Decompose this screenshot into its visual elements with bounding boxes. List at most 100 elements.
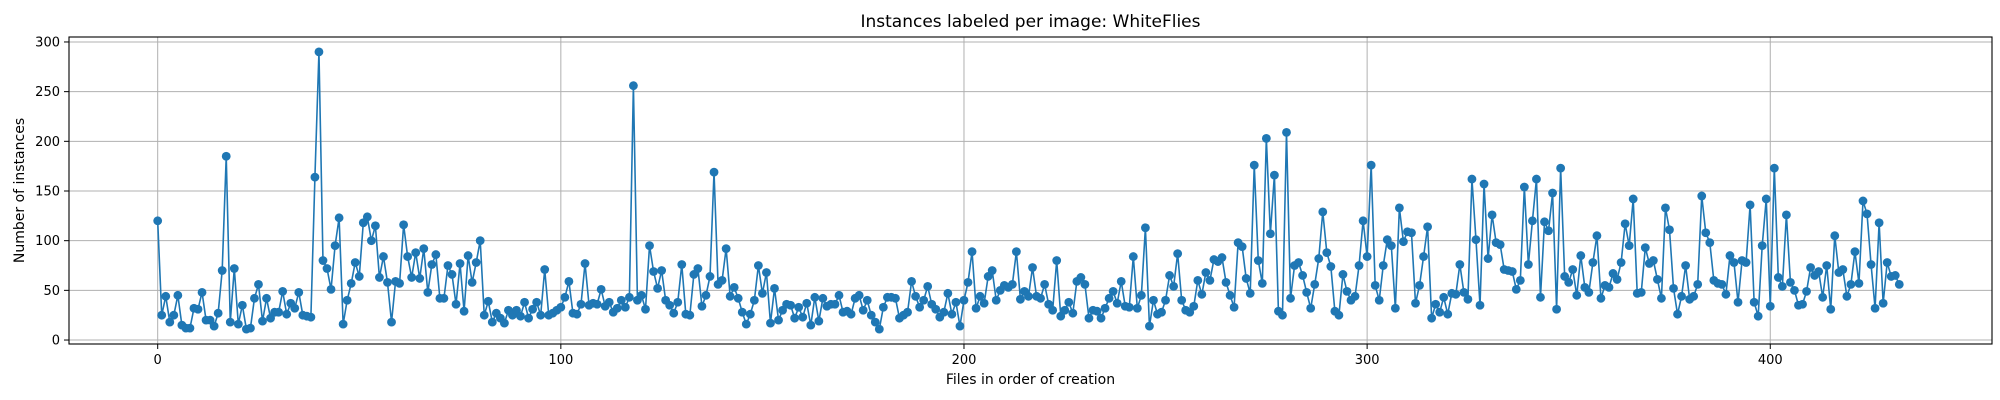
data-point <box>1701 228 1711 238</box>
data-point <box>1822 261 1832 270</box>
data-point <box>1830 231 1840 241</box>
y-tick-label: 100 <box>35 234 60 249</box>
data-point <box>1237 242 1247 252</box>
data-point <box>282 309 292 319</box>
data-point <box>1306 303 1316 313</box>
data-point <box>971 303 981 313</box>
data-point <box>991 295 1001 305</box>
data-point <box>911 291 920 301</box>
data-point <box>749 295 759 305</box>
data-point <box>1689 291 1699 301</box>
data-point <box>1096 313 1106 323</box>
data-point <box>1205 276 1215 285</box>
data-point <box>665 300 675 310</box>
data-point <box>246 323 255 333</box>
data-point <box>1439 292 1449 302</box>
data-point <box>346 278 356 288</box>
data-point <box>1374 295 1384 305</box>
data-point <box>1390 303 1400 313</box>
data-point <box>762 268 771 277</box>
data-point <box>576 299 586 309</box>
x-ticks: 0 100 200 300 400 <box>154 344 1783 368</box>
data-point <box>1040 279 1050 289</box>
data-point <box>737 307 747 317</box>
data-point <box>637 290 646 300</box>
data-point <box>1225 290 1235 300</box>
data-point <box>213 308 223 318</box>
data-point <box>967 247 977 256</box>
data-point <box>483 296 493 306</box>
data-point <box>318 256 328 265</box>
data-point <box>955 321 965 331</box>
data-point <box>1842 291 1852 301</box>
y-tick-label: 0 <box>52 334 60 349</box>
data-point <box>1157 307 1166 317</box>
x-tick-label: 100 <box>548 353 573 368</box>
data-point <box>645 241 654 251</box>
data-point <box>1471 235 1481 245</box>
data-point <box>1100 303 1110 313</box>
data-point <box>770 283 779 293</box>
data-point <box>798 312 808 322</box>
data-point <box>1241 274 1251 283</box>
data-point <box>1568 265 1578 274</box>
data-point <box>1253 256 1263 265</box>
data-point <box>1116 277 1126 286</box>
data-point <box>274 307 284 317</box>
data-point <box>560 292 570 302</box>
data-point <box>1745 200 1755 210</box>
data-point <box>342 295 352 305</box>
data-point <box>447 270 457 279</box>
data-point <box>1483 254 1493 263</box>
data-point <box>322 264 332 273</box>
data-point <box>407 273 417 282</box>
data-point <box>1451 289 1461 299</box>
data-point <box>846 309 856 319</box>
data-point <box>1165 271 1174 280</box>
data-point <box>1145 321 1154 331</box>
data-point <box>649 267 658 276</box>
data-point <box>1278 310 1287 320</box>
data-point <box>1011 247 1021 256</box>
data-point <box>1431 299 1441 309</box>
data-point <box>1733 297 1743 307</box>
data-point <box>1060 305 1070 315</box>
data-point <box>616 295 626 305</box>
x-tick-label: 0 <box>154 353 162 368</box>
data-point <box>919 295 929 305</box>
data-point <box>1572 290 1582 300</box>
data-point <box>540 265 550 274</box>
data-point <box>411 248 421 257</box>
data-point <box>1407 228 1416 238</box>
data-point <box>1068 308 1078 318</box>
data-point <box>250 293 259 303</box>
data-point <box>1858 196 1868 206</box>
data-point <box>1620 219 1630 229</box>
data-point <box>705 272 715 281</box>
data-point <box>310 172 320 182</box>
data-point <box>556 302 566 312</box>
data-point <box>314 47 324 57</box>
data-point <box>1544 226 1553 236</box>
data-point <box>415 274 425 283</box>
data-point <box>802 298 812 308</box>
data-point <box>1092 306 1102 316</box>
data-point <box>1455 260 1465 269</box>
data-point <box>1874 218 1884 228</box>
data-point <box>451 299 461 309</box>
data-point <box>1016 294 1025 304</box>
data-point <box>1548 188 1557 198</box>
data-point <box>173 290 183 300</box>
data-point <box>1741 258 1751 267</box>
data-point <box>1665 225 1674 235</box>
data-point <box>870 317 880 327</box>
data-point <box>1592 231 1602 241</box>
data-point <box>1826 304 1836 314</box>
data-point <box>1136 290 1146 300</box>
data-point <box>1048 305 1058 315</box>
data-point <box>818 293 828 303</box>
data-point <box>979 298 989 308</box>
data-point <box>834 290 844 300</box>
data-point <box>854 290 864 300</box>
data-point <box>338 319 348 329</box>
